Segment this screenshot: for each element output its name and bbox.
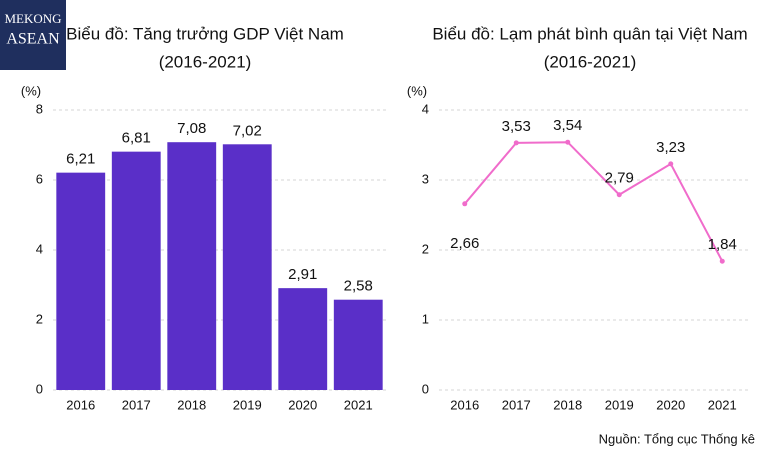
value-label: 7,08	[177, 120, 206, 137]
x-tick-label: 2016	[66, 397, 95, 412]
value-label: 2,91	[288, 266, 317, 283]
bar	[111, 151, 161, 390]
y-tick-label: 0	[36, 381, 43, 396]
logo-text: ASEAN	[6, 31, 60, 48]
point	[462, 201, 468, 207]
x-tick-label: 2018	[177, 397, 206, 412]
value-label: 6,21	[66, 151, 95, 168]
x-tick-label: 2020	[288, 397, 317, 412]
chart-title: Biểu đồ: Tăng trưởng GDP Việt Nam	[66, 24, 344, 43]
value-label: 1,84	[708, 236, 737, 253]
x-tick-label: 2017	[122, 397, 151, 412]
chart-title: Biểu đồ: Lạm phát bình quân tại Việt Nam	[432, 24, 747, 43]
point	[616, 192, 622, 198]
point	[513, 140, 519, 146]
logo-text: MEKONG	[4, 11, 61, 26]
y-tick-label: 1	[422, 311, 429, 326]
source: Nguồn: Tổng cục Thống kê	[599, 431, 755, 446]
value-label: 7,02	[233, 122, 262, 139]
x-tick-label: 2017	[502, 397, 531, 412]
point	[565, 139, 571, 145]
value-label: 6,81	[122, 130, 151, 147]
y-tick-label: 2	[36, 311, 43, 326]
chart-subtitle: (2016-2021)	[544, 52, 637, 71]
bar	[278, 288, 328, 390]
x-tick-label: 2021	[708, 397, 737, 412]
x-tick-label: 2018	[553, 397, 582, 412]
point	[719, 258, 725, 264]
value-label: 2,66	[450, 235, 479, 252]
bar	[56, 172, 106, 390]
line	[463, 141, 724, 262]
x-tick-label: 2016	[450, 397, 479, 412]
x-tick-label: 2019	[605, 397, 634, 412]
bar	[333, 299, 383, 390]
y-tick-label: 6	[36, 171, 43, 186]
y-tick-label: 4	[36, 241, 43, 256]
value-label: 3,23	[656, 139, 685, 156]
y-tick-label: 0	[422, 381, 429, 396]
value-label: 2,79	[605, 170, 634, 187]
y-tick-label: 4	[422, 101, 429, 116]
logo-box	[0, 0, 66, 70]
chart-subtitle: (2016-2021)	[159, 52, 252, 71]
bar	[222, 144, 272, 390]
y-axis-label: (%)	[407, 83, 427, 98]
x-tick-label: 2019	[233, 397, 262, 412]
value-label: 2,58	[344, 278, 373, 295]
value-label: 3,53	[502, 118, 531, 135]
value-label: 3,54	[553, 117, 582, 134]
y-tick-label: 3	[422, 171, 429, 186]
bar	[167, 142, 217, 390]
x-tick-label: 2020	[656, 397, 685, 412]
point	[668, 161, 674, 167]
y-tick-label: 8	[36, 101, 43, 116]
y-axis-label: (%)	[21, 83, 41, 98]
y-tick-label: 2	[422, 241, 429, 256]
x-tick-label: 2021	[344, 397, 373, 412]
